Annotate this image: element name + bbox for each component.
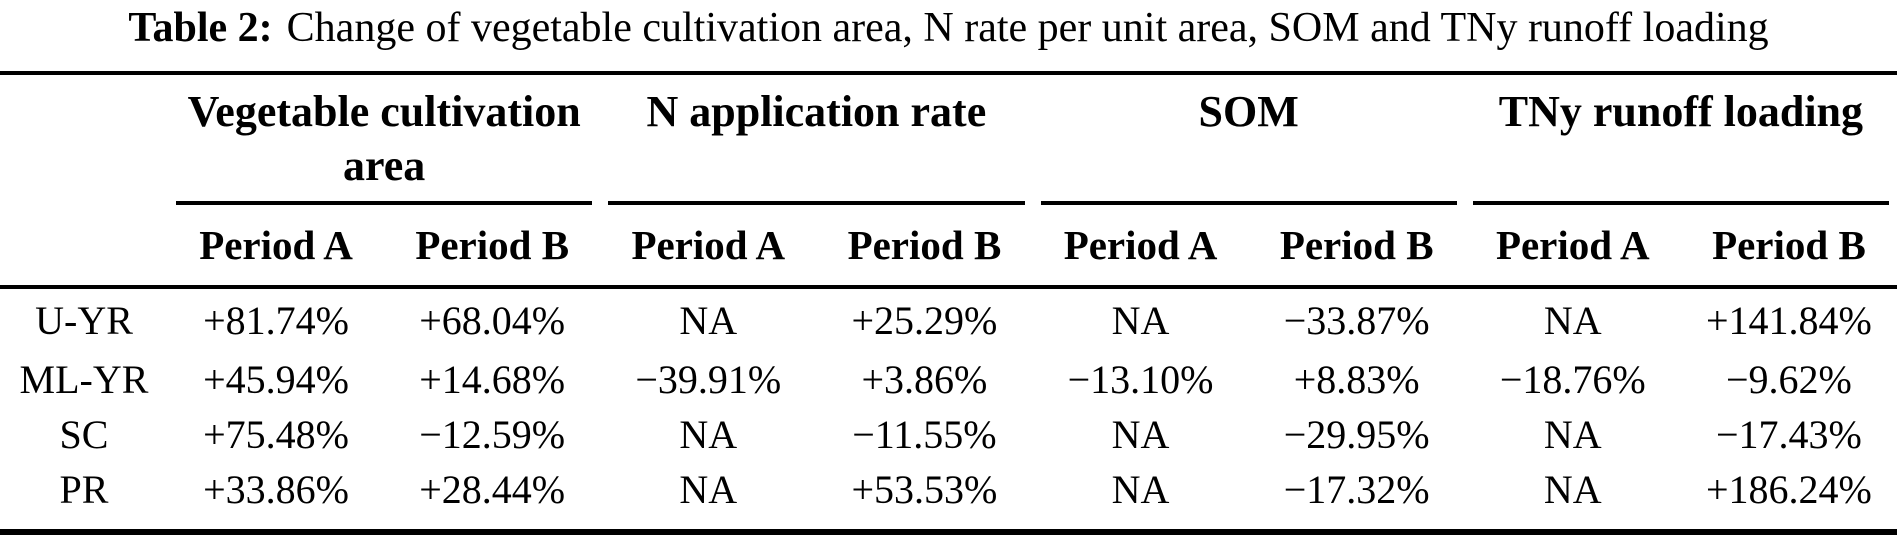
data-cell: −18.76% (1499, 357, 1646, 402)
period-a-header: Period A (600, 205, 817, 289)
data-cell: +75.48% (203, 412, 349, 457)
data-cell: NA (679, 467, 738, 512)
group-header-row: Vegetable cultivation area N application… (0, 75, 1897, 205)
data-cell: NA (679, 412, 738, 457)
data-cell: +45.94% (203, 357, 349, 402)
data-table: Vegetable cultivation area N application… (0, 75, 1897, 517)
table-row-sc: SC +75.48% −12.59% NA −11.55% NA −29.95%… (0, 407, 1897, 462)
data-cell: −11.55% (852, 412, 997, 457)
table-body-wrap: Vegetable cultivation area N application… (0, 75, 1897, 535)
period-b-header: Period B (1680, 205, 1897, 289)
table-row-ml-yr: ML-YR +45.94% +14.68% −39.91% +3.86% −13… (0, 352, 1897, 407)
period-a-header: Period A (168, 205, 385, 289)
row-label: ML-YR (19, 357, 149, 402)
group-label: TNy runoff loading (1498, 87, 1864, 136)
period-header-row: Period A Period B Period A Period B Peri… (0, 205, 1897, 289)
data-cell: +81.74% (203, 298, 349, 343)
row-label: SC (59, 412, 109, 457)
data-cell: −17.43% (1715, 412, 1862, 457)
table-caption-number: Table 2: (128, 5, 273, 51)
row-label: U-YR (35, 298, 133, 343)
group-label: SOM (1198, 87, 1299, 136)
data-cell: NA (1111, 412, 1170, 457)
data-cell: −12.59% (419, 412, 566, 457)
data-cell: NA (1543, 467, 1602, 512)
data-cell: +141.84% (1705, 298, 1872, 343)
data-cell: −39.91% (635, 357, 782, 402)
period-b-header: Period B (1248, 205, 1465, 289)
group-underline: N application rate (608, 75, 1025, 205)
table-caption: Table 2: Change of vegetable cultivation … (0, 2, 1897, 75)
data-cell: +186.24% (1705, 467, 1872, 512)
row-label: PR (59, 467, 109, 512)
data-cell: −33.87% (1283, 298, 1430, 343)
data-cell: +25.29% (851, 298, 998, 343)
data-cell: NA (1111, 298, 1170, 343)
data-cell: +68.04% (419, 298, 566, 343)
group-underline: TNy runoff loading (1472, 75, 1889, 205)
table-caption-text: Change of vegetable cultivation area, N … (286, 5, 1769, 51)
group-underline: Vegetable cultivation area (176, 75, 593, 205)
period-header-spacer (0, 205, 168, 289)
group-header-tny-runoff-loading: TNy runoff loading (1465, 75, 1897, 205)
period-b-header: Period B (384, 205, 601, 289)
data-cell: +28.44% (419, 467, 566, 512)
period-a-header: Period A (1032, 205, 1249, 289)
group-header-spacer (0, 75, 168, 205)
data-cell: NA (1543, 298, 1602, 343)
data-cell: −13.10% (1067, 357, 1214, 402)
group-header-som: SOM (1033, 75, 1465, 205)
data-cell: −9.62% (1725, 357, 1852, 402)
data-cell: NA (679, 298, 738, 343)
table-row-u-yr: U-YR +81.74% +68.04% NA +25.29% NA −33.8… (0, 287, 1897, 352)
data-cell: NA (1543, 412, 1602, 457)
data-cell: −17.32% (1283, 467, 1430, 512)
group-header-n-application-rate: N application rate (600, 75, 1032, 205)
table-row-pr: PR +33.86% +28.44% NA +53.53% NA −17.32%… (0, 462, 1897, 517)
data-cell: +53.53% (851, 467, 998, 512)
data-cell: +33.86% (203, 467, 349, 512)
group-label: Vegetable cultivation area (187, 87, 581, 190)
group-underline: SOM (1040, 75, 1457, 205)
group-label: N application rate (646, 87, 987, 136)
period-b-header: Period B (816, 205, 1033, 289)
data-cell: +3.86% (861, 357, 988, 402)
data-cell: +14.68% (419, 357, 566, 402)
data-cell: +8.83% (1293, 357, 1420, 402)
data-cell: −29.95% (1283, 412, 1430, 457)
group-header-vegetable-area: Vegetable cultivation area (168, 75, 600, 205)
data-cell: NA (1111, 467, 1170, 512)
period-a-header: Period A (1464, 205, 1681, 289)
